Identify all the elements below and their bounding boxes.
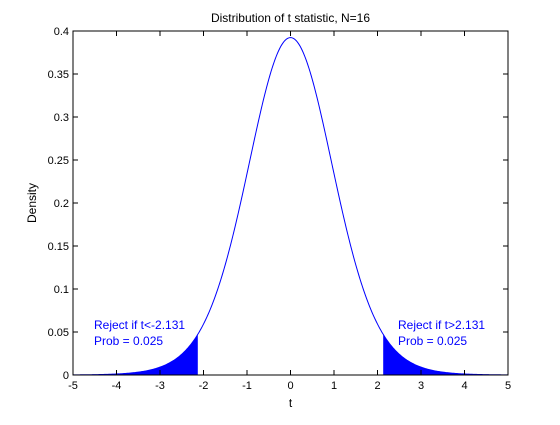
- annotation-left-line2: Prob = 0.025: [94, 334, 163, 348]
- x-tick-label: 4: [461, 380, 467, 392]
- y-tick-label: 0.3: [54, 112, 69, 124]
- x-tick-label: -5: [68, 380, 78, 392]
- x-tick-label: -1: [242, 380, 252, 392]
- y-tick-label: 0.05: [48, 327, 69, 339]
- x-tick-label: 2: [374, 380, 380, 392]
- axes-background: [73, 31, 508, 375]
- x-tick-label: -3: [155, 380, 165, 392]
- x-axis-label: t: [289, 396, 293, 410]
- y-axis-label: Density: [25, 183, 39, 223]
- y-tick-label: 0.4: [54, 26, 69, 38]
- x-tick-label: -2: [199, 380, 209, 392]
- y-tick-label: 0.35: [48, 69, 69, 81]
- x-tick-label: 1: [331, 380, 337, 392]
- y-tick-label: 0: [63, 370, 69, 382]
- density-curve-layer: [72, 37, 509, 376]
- chart-title: Distribution of t statistic, N=16: [211, 11, 370, 25]
- x-tick-label: 3: [418, 380, 424, 392]
- annotation-right-line1: Reject if t>2.131: [398, 318, 485, 332]
- y-tick-label: 0.25: [48, 155, 69, 167]
- annotation-left-line1: Reject if t<-2.131: [94, 318, 185, 332]
- axes-frame: [72, 30, 509, 376]
- density-curve: [72, 37, 509, 376]
- y-tick-label: 0.15: [48, 241, 69, 253]
- tick-marks: -5 -4 -3 -2 -1 0 1 2 3 4 5 0 0.05 0.1 0.15 0.2 0.25 0.3 0.…: [48, 26, 511, 392]
- x-tick-label: 5: [505, 380, 511, 392]
- annotation-right-line2: Prob = 0.025: [398, 334, 467, 348]
- y-tick-label: 0.1: [54, 284, 69, 296]
- x-tick-label: 0: [287, 380, 293, 392]
- y-tick-label: 0.2: [54, 198, 69, 210]
- x-tick-label: -4: [112, 380, 122, 392]
